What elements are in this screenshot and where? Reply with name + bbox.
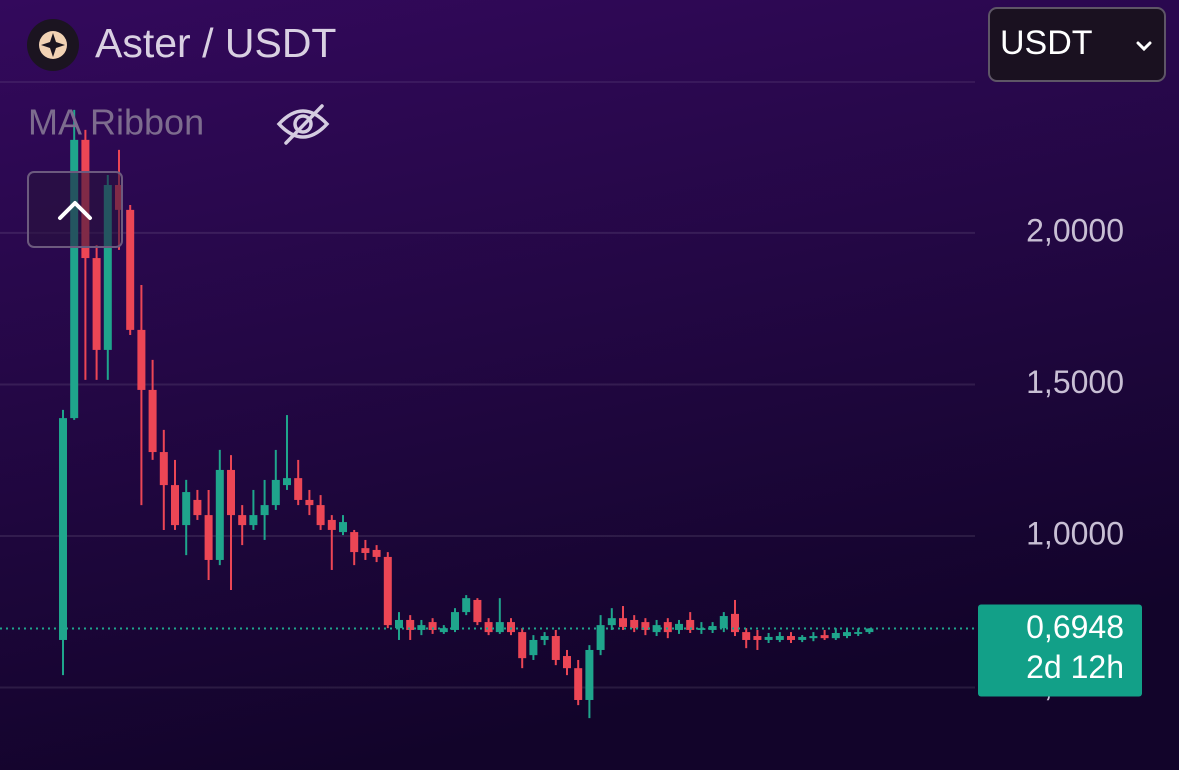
visibility-toggle[interactable] — [276, 104, 330, 145]
last-price-label: 0,6948 — [1026, 609, 1124, 645]
candle-body — [742, 632, 751, 640]
candle-body — [652, 625, 661, 633]
candle-body — [350, 532, 359, 553]
candle-body — [798, 636, 807, 640]
candle-body — [809, 636, 818, 639]
candle-body — [182, 492, 191, 526]
candle-body — [551, 636, 560, 660]
quote-dropdown-label: USDT — [1000, 24, 1093, 62]
candle-body — [820, 635, 829, 639]
candle-body — [439, 628, 448, 633]
candle-body — [462, 598, 471, 613]
candle-body — [731, 613, 739, 633]
candle-body — [92, 258, 101, 350]
candle-body — [574, 668, 583, 700]
candle-body — [563, 656, 571, 669]
candle-body — [764, 636, 773, 640]
quote-dropdown[interactable]: USDT — [988, 7, 1166, 82]
candle-body — [507, 622, 515, 633]
candle-body — [271, 479, 280, 506]
overlay: Aster / USDT MA Ribbon USDT 0,6948 2d 12h — [27, 7, 1166, 697]
candle-body — [193, 499, 202, 516]
candle-body — [484, 622, 493, 633]
candle-body — [607, 618, 616, 626]
candle-body — [843, 632, 851, 637]
candle-body — [249, 515, 258, 526]
candle-body — [227, 469, 235, 516]
candle-body — [753, 636, 762, 640]
candle-body — [854, 632, 863, 634]
candle-body — [787, 636, 795, 640]
indicator-label: MA Ribbon — [28, 102, 204, 143]
candle-body — [719, 616, 728, 629]
candle-body — [596, 625, 605, 650]
candle-body — [383, 556, 392, 626]
candle-body — [215, 469, 224, 560]
candle-body — [406, 619, 415, 630]
candle-body — [619, 618, 627, 627]
candle-body — [697, 628, 706, 630]
candle-body — [294, 478, 303, 500]
candle-body — [518, 632, 527, 659]
candle-body — [395, 619, 403, 629]
candle-body — [540, 636, 549, 640]
y-tick-label: 1,5000 — [1026, 364, 1124, 400]
y-tick-label: 1,0000 — [1026, 515, 1124, 551]
candle-body — [630, 619, 639, 629]
candle-body — [663, 622, 672, 633]
candle-body — [585, 649, 594, 700]
candle-body — [305, 499, 314, 506]
pair-title: Aster / USDT — [95, 20, 336, 66]
candle-body — [103, 185, 112, 350]
candle-body — [204, 515, 213, 560]
candle-body — [361, 548, 370, 553]
candle-body — [529, 639, 538, 656]
candle-body — [137, 329, 146, 390]
candle-body — [675, 623, 683, 630]
collapse-button[interactable] — [27, 171, 123, 248]
candle-body — [70, 139, 79, 419]
candle-body — [283, 478, 291, 486]
candle-body — [451, 612, 459, 630]
candle-body — [641, 622, 650, 630]
candle-body — [126, 209, 135, 330]
candle-body — [428, 622, 437, 630]
candle-body — [708, 626, 717, 630]
candle-body — [159, 452, 168, 486]
candle-body — [831, 633, 840, 639]
candle-body — [238, 515, 247, 526]
candle-body — [372, 549, 381, 557]
candle-body — [327, 519, 336, 530]
candle-body — [316, 505, 325, 526]
y-tick-label: 2,0000 — [1026, 212, 1124, 248]
candle-body — [260, 505, 269, 516]
candle-body — [686, 619, 695, 630]
last-price-box — [978, 604, 1142, 697]
candle-body — [339, 522, 347, 533]
token-icon-star — [41, 33, 65, 57]
candle-body — [171, 485, 179, 526]
candle-body — [148, 389, 157, 453]
candle-body — [59, 418, 67, 640]
candle-body — [775, 636, 784, 640]
countdown-label: 2d 12h — [1026, 649, 1124, 685]
candle-body — [473, 599, 482, 623]
candle-body — [495, 622, 504, 633]
candle-body — [865, 628, 874, 633]
